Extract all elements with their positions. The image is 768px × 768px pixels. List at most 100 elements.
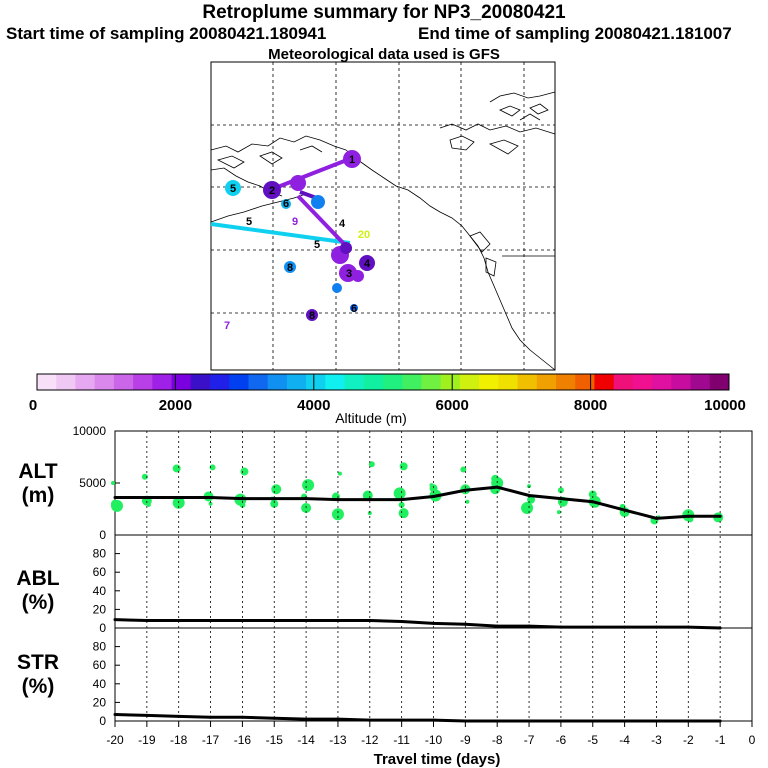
- start-time: Start time of sampling 20080421.180941: [6, 24, 327, 43]
- colorbar-cell: [690, 374, 711, 390]
- map-marker: [332, 283, 342, 293]
- map-label: 5: [246, 216, 252, 228]
- map-label: 1: [349, 154, 355, 166]
- series-point: [304, 497, 308, 501]
- map-label: 4: [364, 258, 371, 270]
- y-tick-label: 40: [93, 584, 107, 598]
- y-tick-label: 10000: [73, 424, 107, 438]
- x-tick-label: -4: [619, 733, 630, 747]
- x-tick-label: -18: [170, 733, 188, 747]
- str-label: STR: [17, 651, 59, 674]
- x-tick-label: -17: [202, 733, 220, 747]
- series-line: [114, 712, 721, 723]
- colorbar-cell: [517, 374, 538, 390]
- alt-scatter-point: [521, 501, 534, 514]
- chart-title: Retroplume summary for NP3_20080421: [202, 2, 566, 23]
- series-point: [559, 497, 563, 501]
- colorbar-cell: [210, 374, 230, 390]
- y-tick-label: 0: [99, 621, 106, 635]
- colorbar-cell: [383, 374, 403, 390]
- colorbar-tick-label: 6000: [436, 397, 469, 414]
- met-data-label: Meteorological data used is GFS: [268, 46, 500, 63]
- alt-scatter-point: [399, 462, 408, 471]
- colorbar-ticks: 0 2000 4000 6000 8000 10000: [29, 374, 746, 414]
- colorbar-cell: [575, 374, 595, 390]
- series-point: [113, 618, 117, 622]
- series-point: [368, 498, 372, 502]
- x-tick-label: -16: [234, 733, 252, 747]
- colorbar-tick-label: 8000: [574, 397, 607, 414]
- day-gridlines: [146, 431, 721, 721]
- series-point: [654, 516, 658, 520]
- colorbar-cell: [152, 374, 173, 390]
- y-tick-label: 20: [93, 695, 107, 709]
- colorbar-cell: [306, 374, 326, 390]
- alt-scatter-point: [271, 484, 282, 495]
- series-point: [368, 619, 372, 623]
- alt-scatter-point: [367, 511, 372, 516]
- colorbar-cell: [556, 374, 576, 390]
- y-tick-label: 20: [93, 602, 107, 616]
- alt-scatter-point: [141, 473, 148, 480]
- series-point: [368, 718, 372, 722]
- series-point: [336, 619, 340, 623]
- colorbar-cell: [133, 374, 153, 390]
- colorbar-cell: [286, 374, 307, 390]
- colorbar-cell: [498, 374, 519, 390]
- alt-scatter-point: [111, 481, 115, 485]
- trajectory-lines: [210, 156, 353, 250]
- x-tick-label: -3: [651, 733, 662, 747]
- map-marker: [340, 242, 352, 254]
- series-point: [527, 493, 531, 497]
- colorbar-cell: [671, 374, 692, 390]
- coastlines: [210, 91, 556, 371]
- end-time: End time of sampling 20080421.181007: [418, 24, 732, 43]
- y-tick-label: 0: [99, 528, 106, 542]
- series-point: [177, 619, 181, 623]
- x-tick-label: 0: [749, 733, 756, 747]
- colorbar-cell: [75, 374, 96, 390]
- x-tick-label: -5: [587, 733, 598, 747]
- colorbar-cell: [248, 374, 269, 390]
- str-panel: STR (%) 80 60 40 20 0: [17, 627, 753, 728]
- abl-panel: ABL (%) 80 60 40 20 0: [16, 534, 753, 635]
- series-point: [304, 619, 308, 623]
- alt-scatter-point: [687, 516, 694, 523]
- colorbar-cell: [536, 374, 557, 390]
- map-label: 2: [269, 185, 275, 197]
- alt-scatter-point: [393, 487, 406, 500]
- map-label: 20: [358, 229, 370, 241]
- alt-label: ALT: [18, 460, 57, 483]
- x-tick-label: -13: [329, 733, 347, 747]
- map-marker: [281, 199, 291, 209]
- alt-scatter-point: [331, 508, 344, 521]
- alt-scatter-point: [337, 471, 342, 476]
- series-line: [115, 485, 721, 520]
- map-marker: [343, 150, 361, 168]
- colorbar-tick-label: 0: [29, 397, 37, 414]
- colorbar-cell: [479, 374, 499, 390]
- map-label: 5: [314, 239, 320, 251]
- x-axis-ticks: -20 -19 -18 -17 -16 -15 -14 -13 -12 -11 -10 -9 -8 -7-…: [106, 721, 756, 747]
- y-tick-label: 5000: [79, 476, 106, 490]
- map-marker: [359, 255, 375, 271]
- colorbar-cell: [402, 374, 422, 390]
- map-marker: [352, 270, 364, 282]
- series-point: [336, 717, 340, 721]
- alt-scatter-point: [270, 499, 279, 508]
- y-tick-label: 80: [93, 640, 107, 654]
- x-tick-label: -1: [715, 733, 726, 747]
- colorbar-tick-label: 4000: [297, 397, 330, 414]
- alt-scatter: [111, 461, 724, 525]
- map-label: 3: [346, 268, 352, 280]
- alt-scatter-point: [490, 484, 501, 495]
- x-axis-label: Travel time (days): [374, 751, 501, 768]
- map-label: 8: [287, 262, 293, 274]
- colorbar-cell: [56, 374, 76, 390]
- colorbar-cell: [363, 374, 384, 390]
- series-point: [432, 718, 435, 722]
- colorbar-cells: [37, 374, 730, 390]
- colorbar-cell: [344, 374, 365, 390]
- colorbar: 0 2000 4000 6000 8000 10000 Altitude (m): [29, 373, 746, 426]
- series-line: [114, 618, 721, 630]
